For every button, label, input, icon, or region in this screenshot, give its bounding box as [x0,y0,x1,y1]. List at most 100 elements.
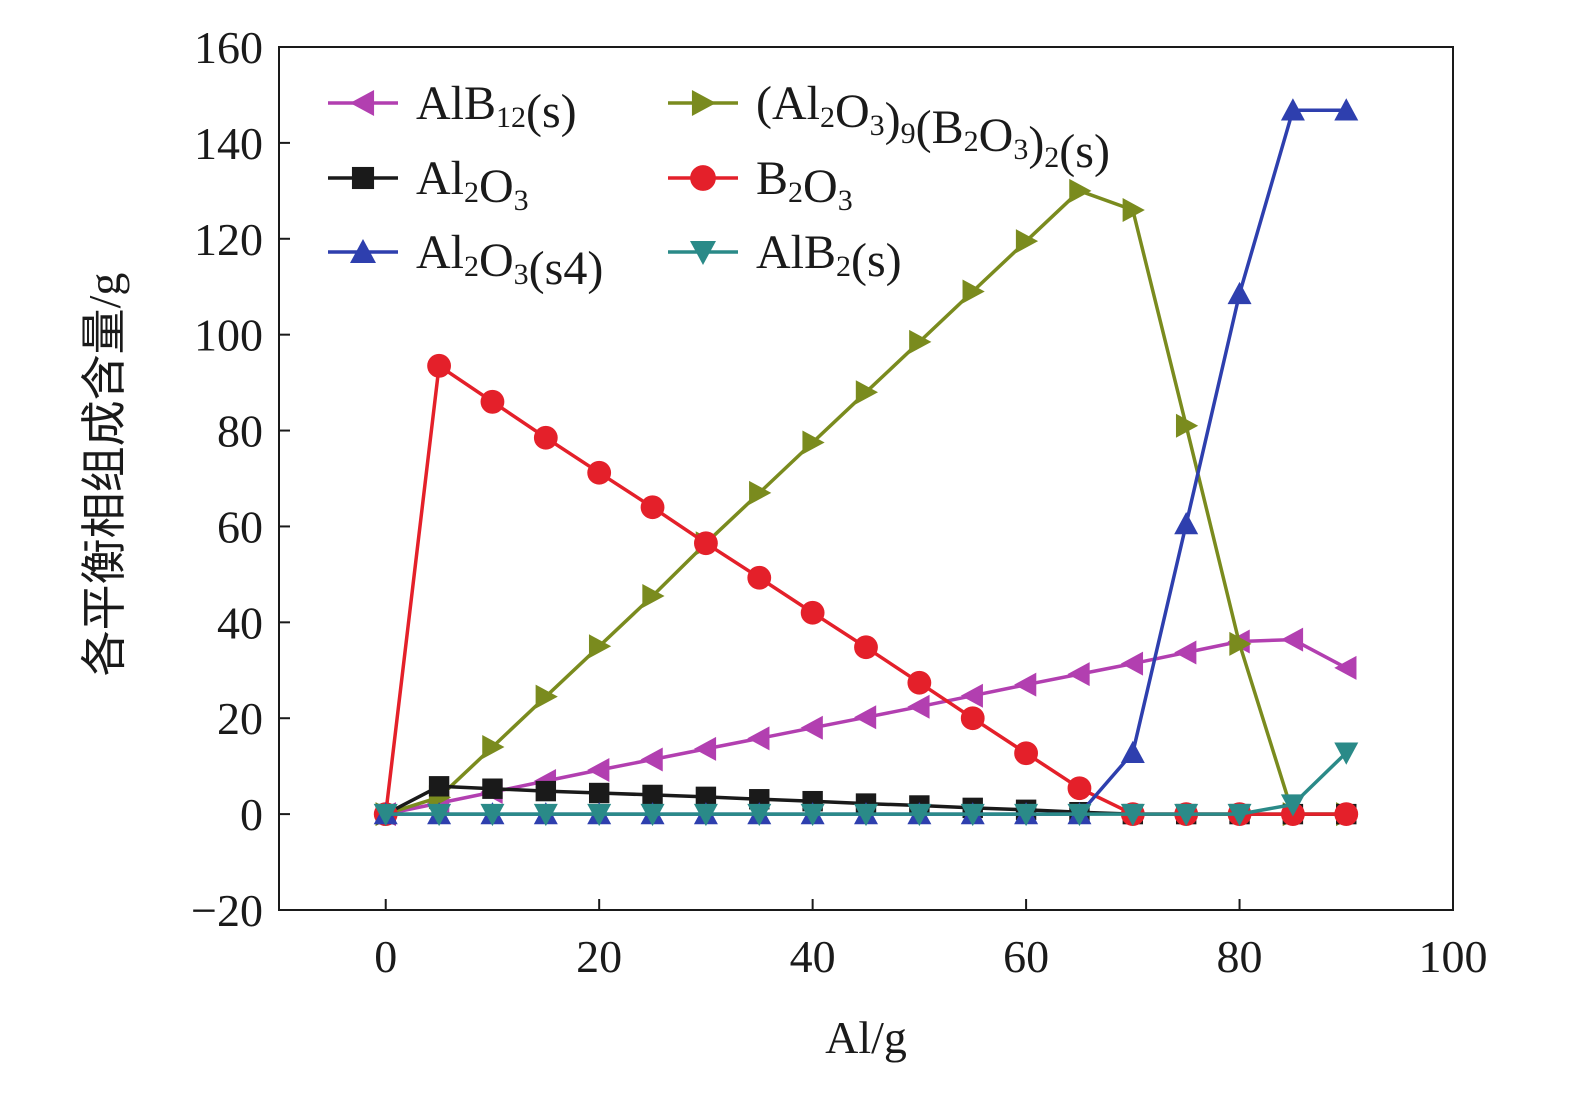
data-point [694,531,718,556]
y-tick-label: 140 [194,118,263,169]
x-tick-label: 100 [1419,931,1488,982]
legend-item: AlB2(s) [668,226,902,287]
legend-label: B2O3 [756,152,853,217]
legend-item: (Al2O3)9(B2O3)2(s) [668,77,1110,178]
data-point [480,389,505,414]
legend-label: Al2O3(s4) [416,226,603,295]
data-point [640,747,663,772]
legend-item: Al2O3(s4) [328,226,603,295]
data-point [587,758,610,783]
legend-label-part: 3 [870,109,885,142]
data-point [427,353,451,378]
legend-label-part: (Al [756,77,820,130]
data-point [642,583,665,608]
legend-label-part: O [479,160,514,213]
data-point [960,683,983,708]
data-point [747,726,770,751]
legend-label: AlB12(s) [416,77,577,138]
legend-label-part: 2 [464,176,479,209]
series-line [385,108,1347,816]
legend-label-part: O [979,109,1014,162]
legend: AlB12(s) (Al2O3)9(B2O3)2(s)Al2O3 B2O3Al2O3… [328,77,1110,295]
data-point [1334,742,1359,765]
axes: 0 20 40 60 80 100 −20 0 20 40 60 80 100 120 140 160 [191,22,1487,982]
data-point [373,803,398,827]
legend-label-part: 12 [496,101,526,134]
data-point [1067,776,1092,801]
legend-label: (Al2O3)9(B2O3)2(s) [756,77,1110,178]
data-point [907,670,932,695]
x-tick-label: 20 [576,931,622,982]
data-point [1334,655,1357,680]
legend-label-part: (s) [851,234,902,287]
legend-item: AlB12(s) [328,77,577,138]
data-point [1280,98,1305,121]
data-point [854,635,878,660]
legend-label-part: 2 [788,176,803,209]
x-tick-label: 80 [1217,931,1263,982]
y-tick-label: 60 [217,501,263,552]
legend-label-part: ) [1028,117,1044,170]
legend-label-part: O [479,234,514,287]
plot-frame [278,46,1454,911]
data-point [960,803,985,827]
y-tick-label: 0 [240,789,263,840]
legend-label-part: O [835,85,870,138]
data-point [800,803,825,827]
legend-item: B2O3 [668,152,853,217]
data-point [1334,802,1359,827]
data-point [642,784,663,806]
data-point [428,776,450,797]
data-point [1014,672,1037,697]
data-point [1334,98,1359,121]
data-point [855,380,878,405]
legend-label: Al2O3 [416,152,529,217]
data-point [1120,740,1145,763]
data-point [854,705,877,730]
x-axis-title: Al/g [825,1012,907,1063]
legend-label-part: 2 [1044,141,1059,174]
legend-label-part: 3 [514,184,529,217]
y-tick-label: 20 [217,693,263,744]
legend-marker [691,90,716,116]
legend-label-part: 3 [838,184,853,217]
legend-label-part: (s) [1059,125,1110,178]
x-tick-label: 60 [1003,931,1049,982]
data-point [1067,803,1092,827]
series-line [383,364,1347,816]
data-point [1015,229,1039,254]
data-point [1227,281,1252,305]
legend-label-part: 2 [464,250,479,283]
data-point [1014,741,1038,766]
legend-label-part: AlB [756,226,836,279]
legend-marker [350,239,376,264]
legend-label-part: Al [416,226,464,279]
y-tick-label: 80 [217,406,263,457]
legend-label-part: 3 [514,258,529,291]
y-tick-label: 100 [194,310,263,361]
data-point [587,803,612,827]
y-tick-label: 40 [217,597,263,648]
legend-label-part: (B [916,101,964,154]
data-point [482,734,505,759]
legend-label-part: Al [416,152,464,205]
legend-label-part: ) [885,93,901,146]
data-point [482,778,503,799]
data-point [800,715,823,740]
y-tick-label: −20 [191,885,263,936]
legend-label-part: (s) [526,85,577,138]
data-point [588,634,612,659]
data-point [802,430,825,455]
legend-marker [351,166,375,190]
data-point [960,706,985,731]
y-tick-label: 160 [194,22,263,73]
x-tick-label: 40 [790,931,836,982]
legend-label-part: 3 [1013,133,1028,166]
legend-label-part: O [803,160,838,213]
legend-marker [690,240,716,265]
data-point [907,694,930,719]
data-point [640,495,665,520]
data-point [588,782,610,804]
data-point [907,803,932,827]
